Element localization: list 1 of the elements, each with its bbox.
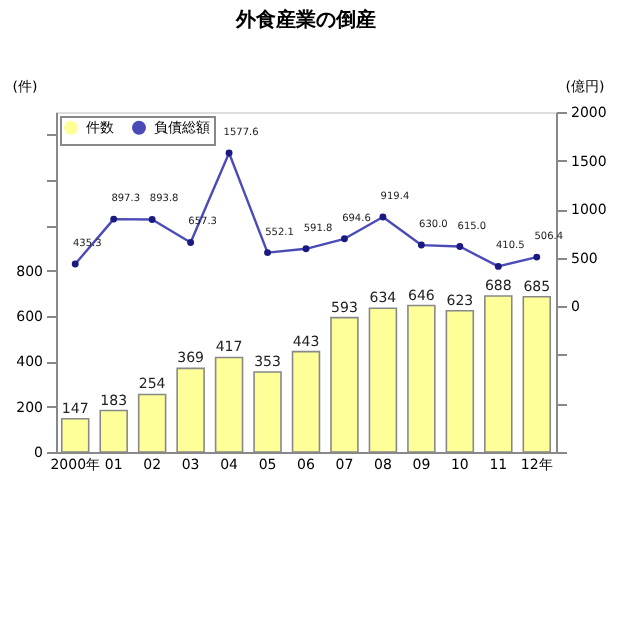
chart-title: 外食産業の倒産 xyxy=(234,8,376,32)
